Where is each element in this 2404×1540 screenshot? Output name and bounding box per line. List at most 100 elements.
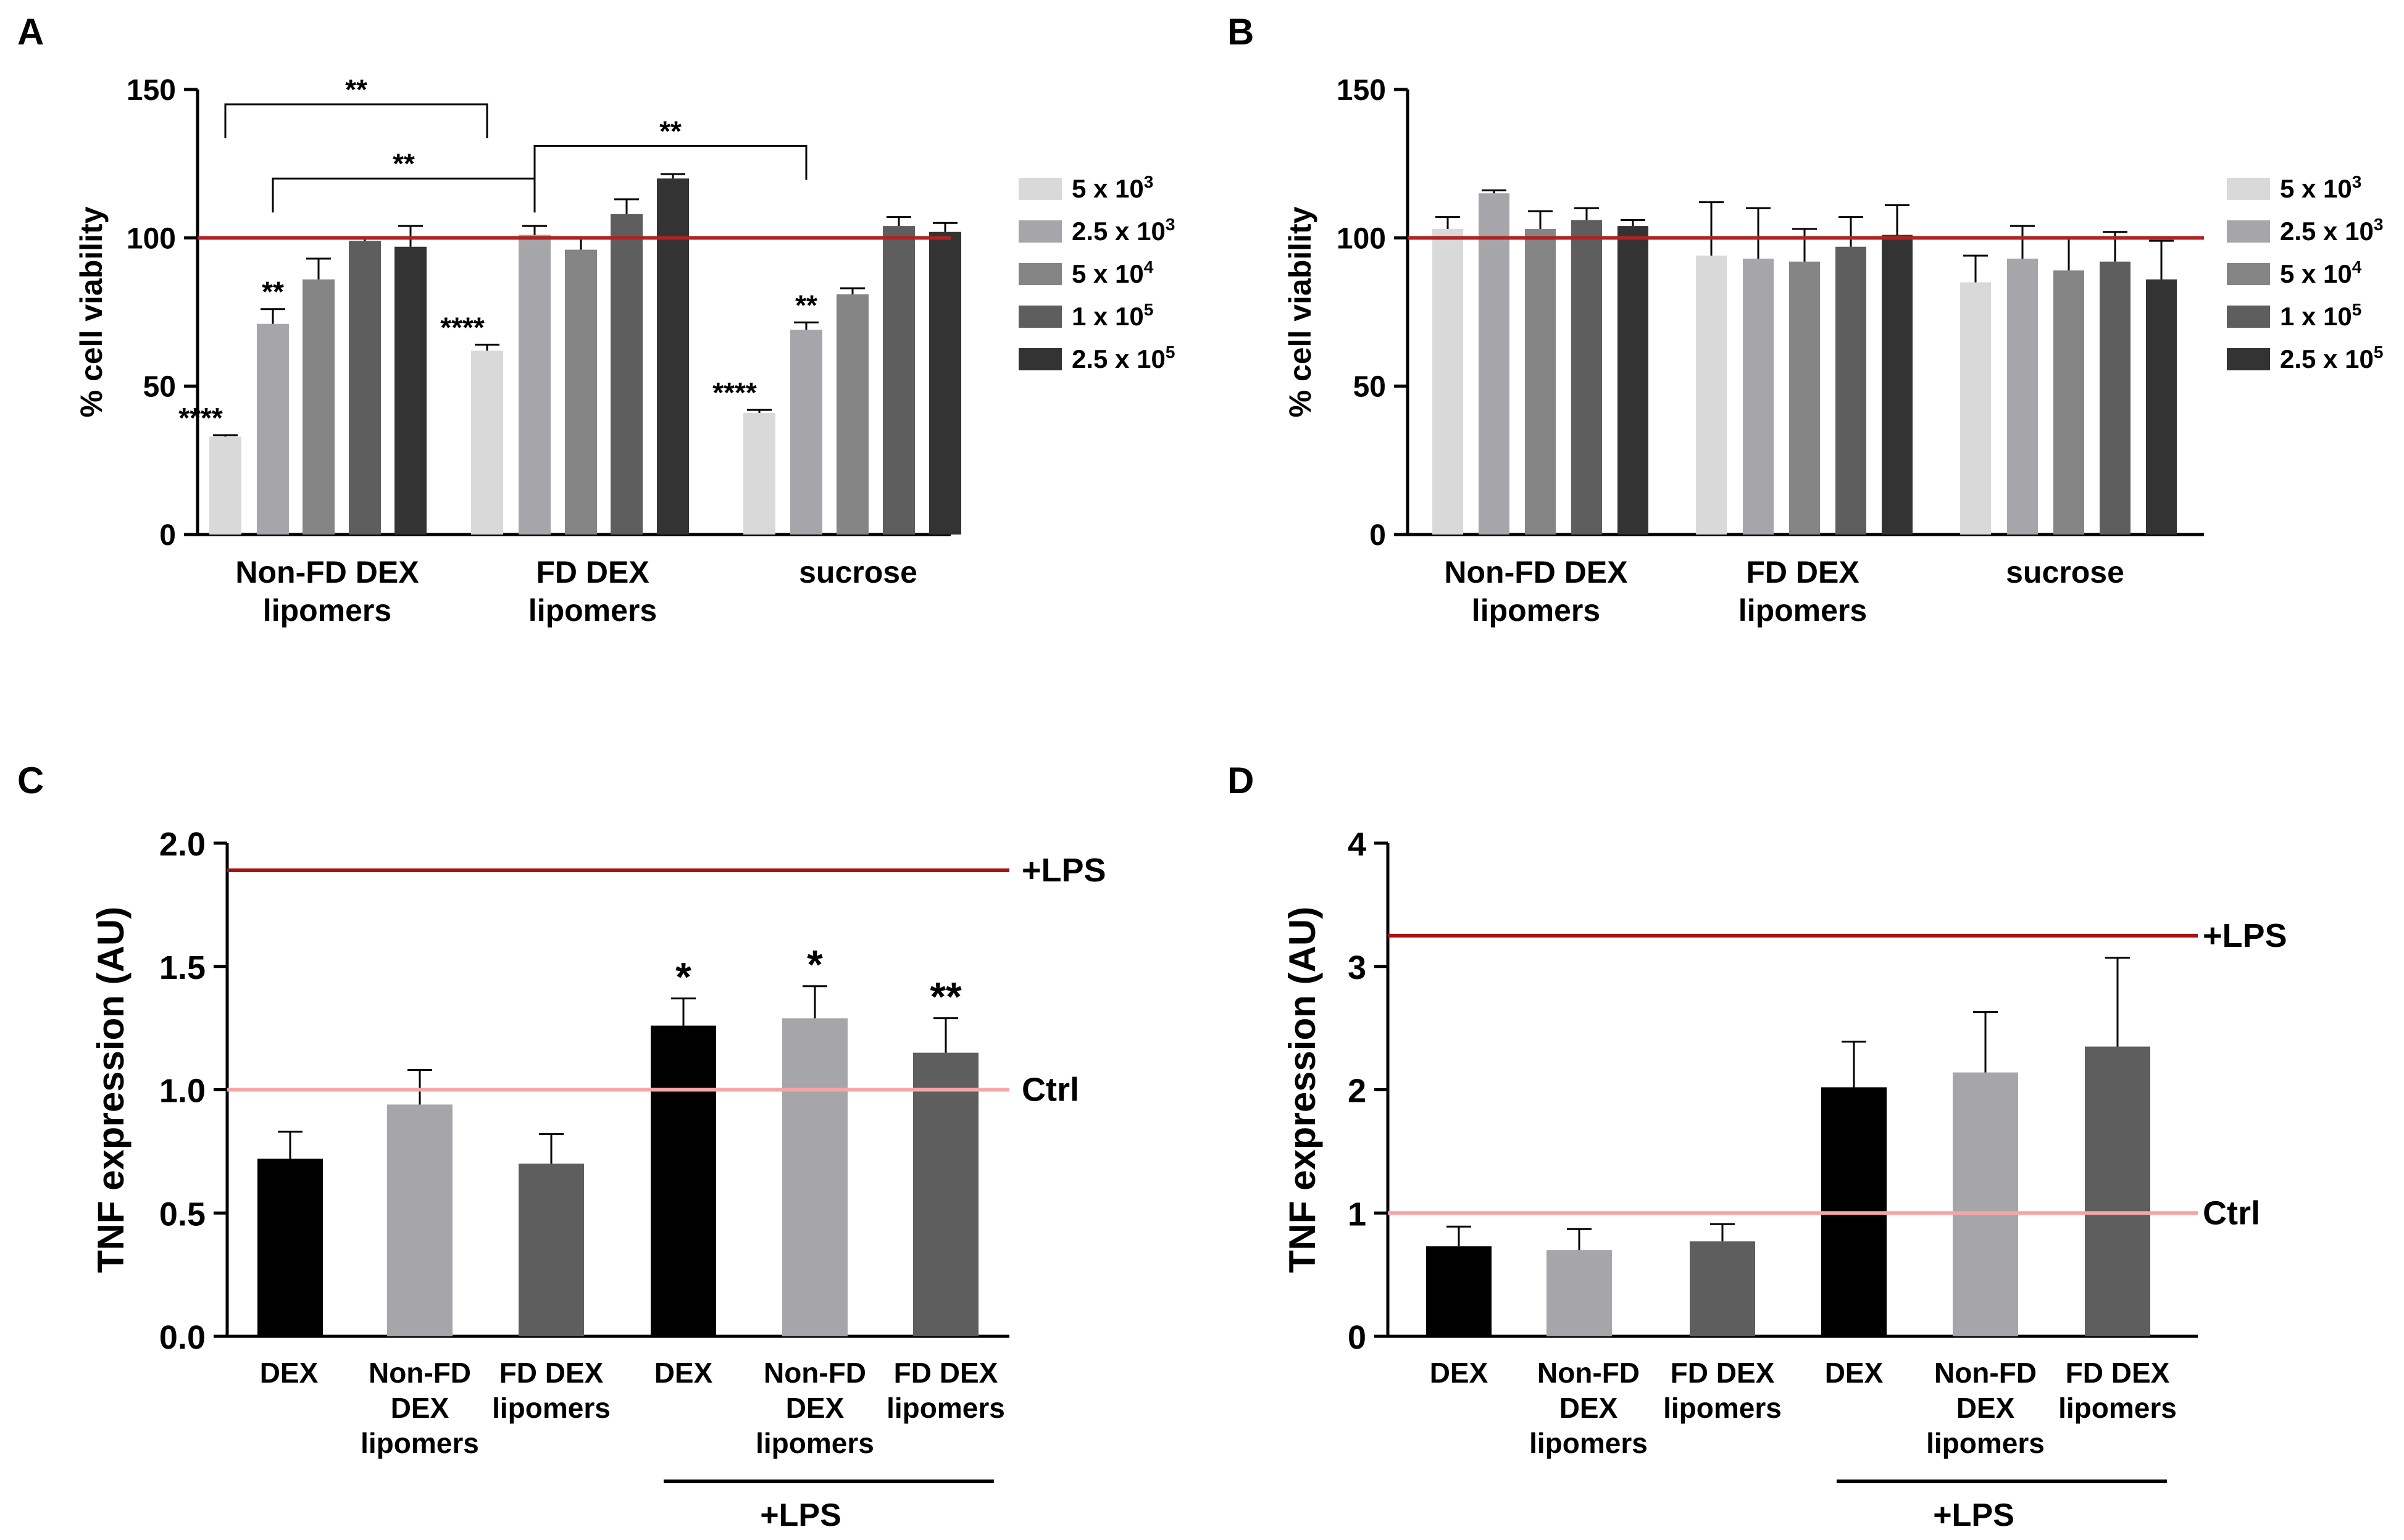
panel-a-bar bbox=[394, 246, 427, 535]
panel-d-bar bbox=[1546, 1250, 1612, 1336]
panel-a-legend-swatch bbox=[1019, 178, 1062, 200]
panel-c-bar bbox=[782, 1018, 848, 1336]
panel-a-y-tick-label: 50 bbox=[143, 371, 176, 404]
panel-a-bar bbox=[257, 323, 289, 535]
panel-d-x-tick-label: DEX bbox=[1430, 1357, 1488, 1389]
panel-b-bar bbox=[1479, 193, 1509, 535]
panel-b-x-tick-label: Non-FD DEX bbox=[1444, 555, 1627, 589]
panel-a-legend-label: 2.5 x 103 bbox=[1072, 215, 1175, 246]
panel-b-legend-label: 1 x 105 bbox=[2280, 300, 2361, 331]
panel-d-y-tick-label: 3 bbox=[1348, 949, 1366, 986]
panel-a-significance-label: ** bbox=[795, 289, 817, 321]
panel-d-bar bbox=[1953, 1072, 2018, 1336]
panel-b-bar bbox=[1525, 228, 1556, 535]
panel-a-legend-text: 2.5 x 10 bbox=[1072, 217, 1166, 246]
panel-a-y-tick-label: 0 bbox=[159, 519, 176, 552]
panel-b-y-tick-label: 50 bbox=[1353, 371, 1386, 404]
panel-a-legend-swatch bbox=[1019, 306, 1062, 328]
panel-c-x-tick-label: lipomers bbox=[887, 1392, 1005, 1424]
panel-a-bar bbox=[611, 214, 643, 535]
panel-a-bar bbox=[349, 241, 381, 535]
panel-d-x-tick-label: DEX bbox=[1559, 1392, 1618, 1424]
panel-d-x-tick-label: DEX bbox=[1956, 1392, 2015, 1424]
panel-d-x-tick-label: lipomers bbox=[1926, 1427, 2045, 1459]
panel-b-bar bbox=[1960, 282, 1991, 535]
panel-d-x-tick-label: Non-FD bbox=[1934, 1357, 2037, 1389]
panel-b-bar bbox=[2146, 279, 2177, 535]
panel-b-legend-label: 2.5 x 103 bbox=[2280, 215, 2383, 246]
panel-a-letter: A bbox=[17, 11, 44, 52]
panel-a-significance-label: ** bbox=[345, 73, 367, 106]
panel-b-legend-swatch bbox=[2227, 306, 2270, 328]
panel-b-bar bbox=[1432, 228, 1463, 535]
panel-c-x-tick-label: FD DEX bbox=[894, 1357, 998, 1389]
panel-a-bar bbox=[883, 226, 915, 535]
panel-b-y-tick-label: 0 bbox=[1369, 519, 1386, 552]
panel-c-bar bbox=[387, 1104, 453, 1336]
panel-a-legend-text: 5 x 10 bbox=[1072, 174, 1144, 203]
panel-b-bar bbox=[1835, 246, 1866, 535]
panel-c-x-tick-label: lipomers bbox=[756, 1427, 874, 1459]
panel-a-x-tick-label: lipomers bbox=[528, 593, 657, 628]
panel-c-lps-group-label: +LPS bbox=[760, 1497, 841, 1533]
panel-d-bar bbox=[1426, 1246, 1492, 1336]
panel-b-bar bbox=[1571, 220, 1602, 535]
panel-c-bar bbox=[913, 1052, 979, 1336]
panel-b-legend-exponent: 3 bbox=[2352, 172, 2362, 191]
panel-a-legend-exponent: 3 bbox=[1166, 215, 1175, 234]
panel-a-significance-bracket bbox=[533, 144, 808, 180]
panel-c-y-tick-label: 0.0 bbox=[159, 1319, 206, 1356]
panel-d-x-tick-label: FD DEX bbox=[2066, 1357, 2170, 1389]
panel-c-bar bbox=[651, 1025, 716, 1336]
panel-b-legend-swatch bbox=[2227, 263, 2270, 285]
panel-b-x-tick-label: sucrose bbox=[2006, 555, 2124, 589]
panel-c-y-tick-label: 1.5 bbox=[159, 949, 206, 986]
panel-c-x-tick-label: Non-FD bbox=[764, 1357, 866, 1389]
panel-d-x-tick-label: FD DEX bbox=[1671, 1357, 1775, 1389]
panel-d-y-tick-label: 4 bbox=[1348, 826, 1366, 863]
panel-d-x-tick-label: DEX bbox=[1825, 1357, 1884, 1389]
panel-a-bar bbox=[471, 350, 503, 535]
panel-c-significance-label: ** bbox=[930, 974, 962, 1020]
panel-d-lps-group-label: +LPS bbox=[1933, 1497, 2014, 1533]
panel-c-x-tick-label: DEX bbox=[786, 1392, 845, 1424]
panel-c-letter: C bbox=[17, 760, 44, 801]
panel-d-x-tick-label: lipomers bbox=[2058, 1392, 2177, 1424]
panel-b-bar bbox=[1743, 258, 1774, 535]
panel-a-legend-text: 1 x 10 bbox=[1072, 302, 1144, 331]
panel-b-bar bbox=[2100, 261, 2131, 535]
panel-b-legend-text: 2.5 x 10 bbox=[2280, 217, 2374, 246]
panel-a-significance-label: ** bbox=[393, 148, 415, 180]
panel-b-legend-label: 5 x 103 bbox=[2280, 172, 2361, 203]
panel-b-legend-exponent: 3 bbox=[2374, 215, 2384, 234]
panel-a-bar bbox=[790, 330, 822, 535]
panel-a-bar bbox=[303, 279, 335, 535]
panel-d-y-axis-label: TNF expression (AU) bbox=[1282, 907, 1323, 1273]
panel-a-y-axis-label: % cell viability bbox=[74, 206, 109, 417]
panel-a-y-tick-label: 150 bbox=[127, 74, 176, 107]
panel-a-legend-exponent: 3 bbox=[1144, 172, 1154, 191]
panel-c-significance-label: * bbox=[807, 942, 823, 988]
panel-c-x-tick-label: DEX bbox=[391, 1392, 449, 1424]
panel-d-bar bbox=[1690, 1241, 1755, 1336]
panel-a-significance-bracket bbox=[272, 177, 536, 213]
panel-b-bar bbox=[1696, 256, 1727, 535]
panel-b-y-tick-label: 150 bbox=[1337, 74, 1386, 107]
panel-c-x-tick-label: lipomers bbox=[492, 1392, 611, 1424]
panel-b-legend-text: 2.5 x 10 bbox=[2280, 344, 2374, 373]
panel-c-bar bbox=[519, 1163, 584, 1336]
panel-d-x-tick-label: Non-FD bbox=[1537, 1357, 1640, 1389]
panel-b-legend-swatch bbox=[2227, 178, 2270, 200]
panel-d-x-tick-label: lipomers bbox=[1663, 1392, 1782, 1424]
panel-a-significance-label: ** bbox=[659, 115, 682, 147]
panel-c-bar bbox=[257, 1159, 323, 1336]
panel-a-legend-exponent: 5 bbox=[1144, 300, 1154, 319]
panel-d-bar bbox=[2085, 1046, 2150, 1336]
panel-b-legend-text: 5 x 10 bbox=[2280, 174, 2352, 203]
panel-a-legend-label: 2.5 x 105 bbox=[1072, 343, 1175, 373]
panel-a-bar bbox=[519, 235, 551, 535]
panel-a-bar bbox=[743, 412, 775, 535]
panel-c-x-tick-label: DEX bbox=[260, 1357, 319, 1389]
panel-c-y-axis-label: TNF expression (AU) bbox=[90, 907, 131, 1273]
